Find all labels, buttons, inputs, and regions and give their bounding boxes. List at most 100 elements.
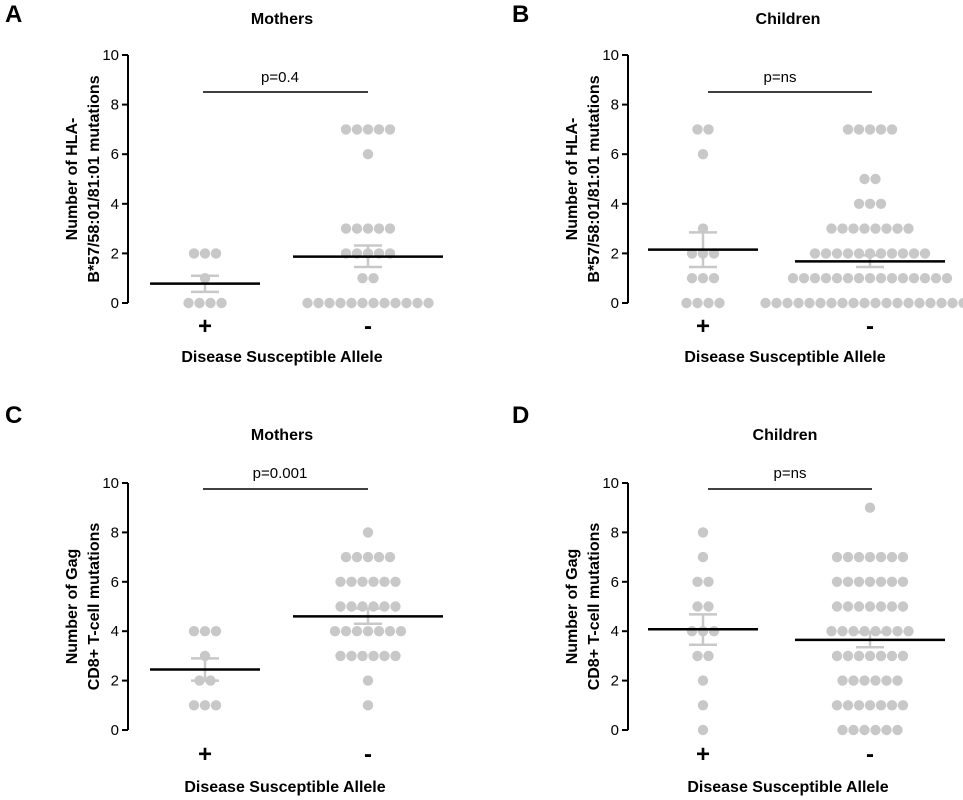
- data-point: [875, 198, 887, 209]
- data-point: [875, 248, 887, 259]
- data-point: [362, 527, 374, 538]
- y-axis-label: Number of Gag: [64, 549, 81, 665]
- data-point: [368, 601, 379, 612]
- data-point: [831, 248, 843, 259]
- y-axis-label: B*57/58:01/81:01 mutations: [586, 75, 603, 282]
- data-point: [875, 124, 887, 135]
- data-point: [837, 297, 848, 309]
- y-tick-label: 6: [611, 574, 619, 591]
- y-tick-label: 8: [611, 97, 619, 114]
- data-point: [897, 700, 909, 711]
- p-value-label: p=ns: [774, 465, 807, 482]
- data-point: [842, 650, 854, 662]
- data-point: [897, 576, 909, 587]
- data-point: [395, 626, 407, 637]
- data-point: [183, 297, 194, 309]
- data-point: [831, 273, 843, 284]
- data-point: [870, 223, 881, 234]
- data-point: [848, 223, 859, 234]
- data-point: [340, 626, 352, 637]
- data-point: [820, 248, 832, 259]
- data-point: [864, 601, 876, 612]
- data-point: [831, 576, 843, 587]
- data-point: [340, 223, 352, 234]
- data-point: [826, 223, 837, 234]
- data-point: [897, 601, 909, 612]
- y-tick-label: 4: [111, 623, 119, 640]
- data-point: [864, 650, 876, 662]
- data-point: [346, 650, 357, 662]
- data-point: [853, 601, 865, 612]
- data-point: [870, 173, 881, 185]
- data-point: [697, 700, 709, 711]
- data-point: [703, 124, 714, 135]
- x-axis-label: Disease Susceptible Allele: [687, 779, 888, 796]
- data-point: [686, 273, 698, 284]
- data-point: [842, 601, 854, 612]
- data-point: [892, 297, 903, 309]
- data-point: [302, 297, 313, 309]
- data-point: [853, 650, 865, 662]
- data-point: [936, 297, 947, 309]
- data-point: [210, 248, 222, 259]
- panel-letter: B: [512, 1, 529, 28]
- y-tick-label: 4: [611, 623, 619, 640]
- data-point: [357, 576, 368, 587]
- data-point: [362, 675, 374, 686]
- data-point: [908, 248, 920, 259]
- data-point: [897, 650, 909, 662]
- data-point: [697, 527, 709, 538]
- data-point: [373, 223, 385, 234]
- y-tick-label: 6: [111, 574, 119, 591]
- data-point: [826, 297, 837, 309]
- data-point: [199, 248, 211, 259]
- y-tick-label: 0: [611, 295, 619, 312]
- category-label: +: [198, 741, 212, 768]
- data-point: [875, 576, 887, 587]
- data-point: [831, 650, 843, 662]
- data-point: [875, 601, 887, 612]
- y-tick-label: 2: [111, 673, 119, 690]
- data-point: [362, 626, 374, 637]
- data-point: [958, 297, 963, 309]
- y-tick-label: 0: [111, 295, 119, 312]
- data-point: [401, 297, 412, 309]
- data-point: [897, 551, 909, 563]
- data-point: [798, 273, 810, 284]
- data-point: [809, 248, 821, 259]
- y-axis-label: CD8+ T-cell mutations: [586, 523, 603, 691]
- data-point: [313, 297, 324, 309]
- y-tick-label: 2: [111, 245, 119, 262]
- data-point: [368, 297, 379, 309]
- data-point: [188, 626, 200, 637]
- data-point: [205, 297, 216, 309]
- x-axis-label: Disease Susceptible Allele: [184, 779, 385, 796]
- data-point: [760, 297, 771, 309]
- data-point: [681, 297, 692, 309]
- category-label: -: [866, 313, 874, 340]
- data-point: [853, 273, 865, 284]
- data-point: [859, 724, 870, 736]
- data-point: [782, 297, 793, 309]
- data-point: [335, 297, 346, 309]
- data-point: [703, 601, 714, 612]
- data-point: [346, 601, 357, 612]
- data-point: [881, 223, 892, 234]
- p-value-label: p=0.001: [253, 465, 308, 482]
- category-label: +: [198, 313, 212, 340]
- y-tick-label: 0: [611, 722, 619, 739]
- data-point: [697, 273, 709, 284]
- data-point: [864, 700, 876, 711]
- data-point: [210, 626, 222, 637]
- data-point: [875, 650, 887, 662]
- data-point: [837, 626, 848, 637]
- data-point: [362, 551, 374, 563]
- data-point: [886, 248, 898, 259]
- data-point: [368, 273, 379, 284]
- data-point: [686, 626, 698, 637]
- data-point: [815, 297, 826, 309]
- data-point: [859, 223, 870, 234]
- data-point: [848, 675, 859, 686]
- data-point: [859, 173, 870, 185]
